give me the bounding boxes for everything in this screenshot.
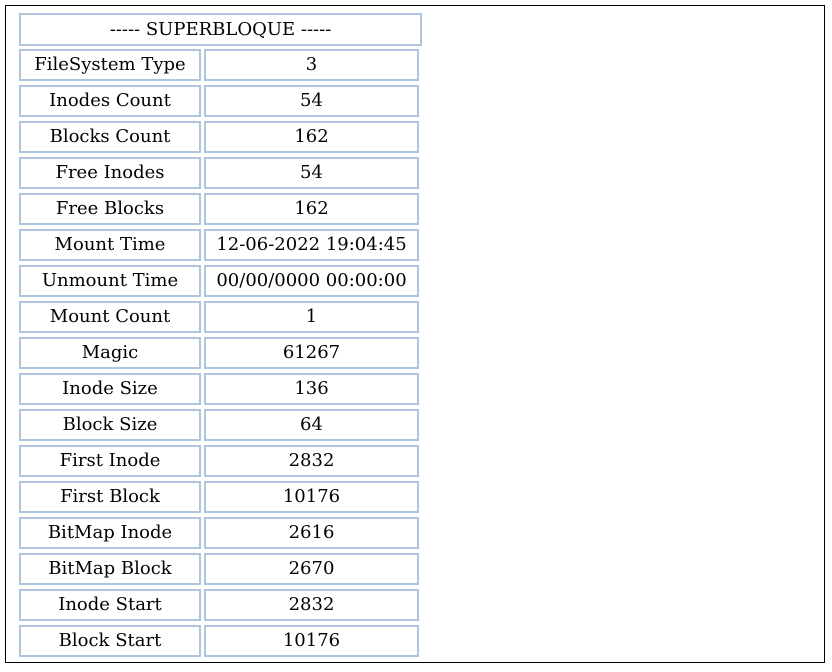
- field-label: Unmount Time: [19, 265, 201, 297]
- field-value: 136: [204, 373, 419, 405]
- field-value: 54: [204, 157, 419, 189]
- field-label: Free Inodes: [19, 157, 201, 189]
- field-label: Inode Start: [19, 589, 201, 621]
- field-value: 2832: [204, 445, 419, 477]
- field-label: First Inode: [19, 445, 201, 477]
- field-value: 64: [204, 409, 419, 441]
- field-label: Free Blocks: [19, 193, 201, 225]
- field-label: BitMap Inode: [19, 517, 201, 549]
- field-value: 2832: [204, 589, 419, 621]
- field-label: First Block: [19, 481, 201, 513]
- field-label: Mount Time: [19, 229, 201, 261]
- field-value: 61267: [204, 337, 419, 369]
- field-value: 12-06-2022 19:04:45: [204, 229, 419, 261]
- field-value: 10176: [204, 625, 419, 657]
- field-label: BitMap Block: [19, 553, 201, 585]
- field-label: Inode Size: [19, 373, 201, 405]
- field-value: 2616: [204, 517, 419, 549]
- field-value: 2670: [204, 553, 419, 585]
- graph-frame: [5, 5, 825, 663]
- field-label: Magic: [19, 337, 201, 369]
- field-value: 162: [204, 121, 419, 153]
- field-label: Blocks Count: [19, 121, 201, 153]
- field-value: 00/00/0000 00:00:00: [204, 265, 419, 297]
- field-value: 54: [204, 85, 419, 117]
- field-value: 10176: [204, 481, 419, 513]
- field-label: Inodes Count: [19, 85, 201, 117]
- field-value: 162: [204, 193, 419, 225]
- field-label: Mount Count: [19, 301, 201, 333]
- field-label: Block Size: [19, 409, 201, 441]
- field-label: Block Start: [19, 625, 201, 657]
- field-value: 3: [204, 49, 419, 81]
- field-label: FileSystem Type: [19, 49, 201, 81]
- superblock-title: ----- SUPERBLOQUE -----: [19, 13, 422, 46]
- field-value: 1: [204, 301, 419, 333]
